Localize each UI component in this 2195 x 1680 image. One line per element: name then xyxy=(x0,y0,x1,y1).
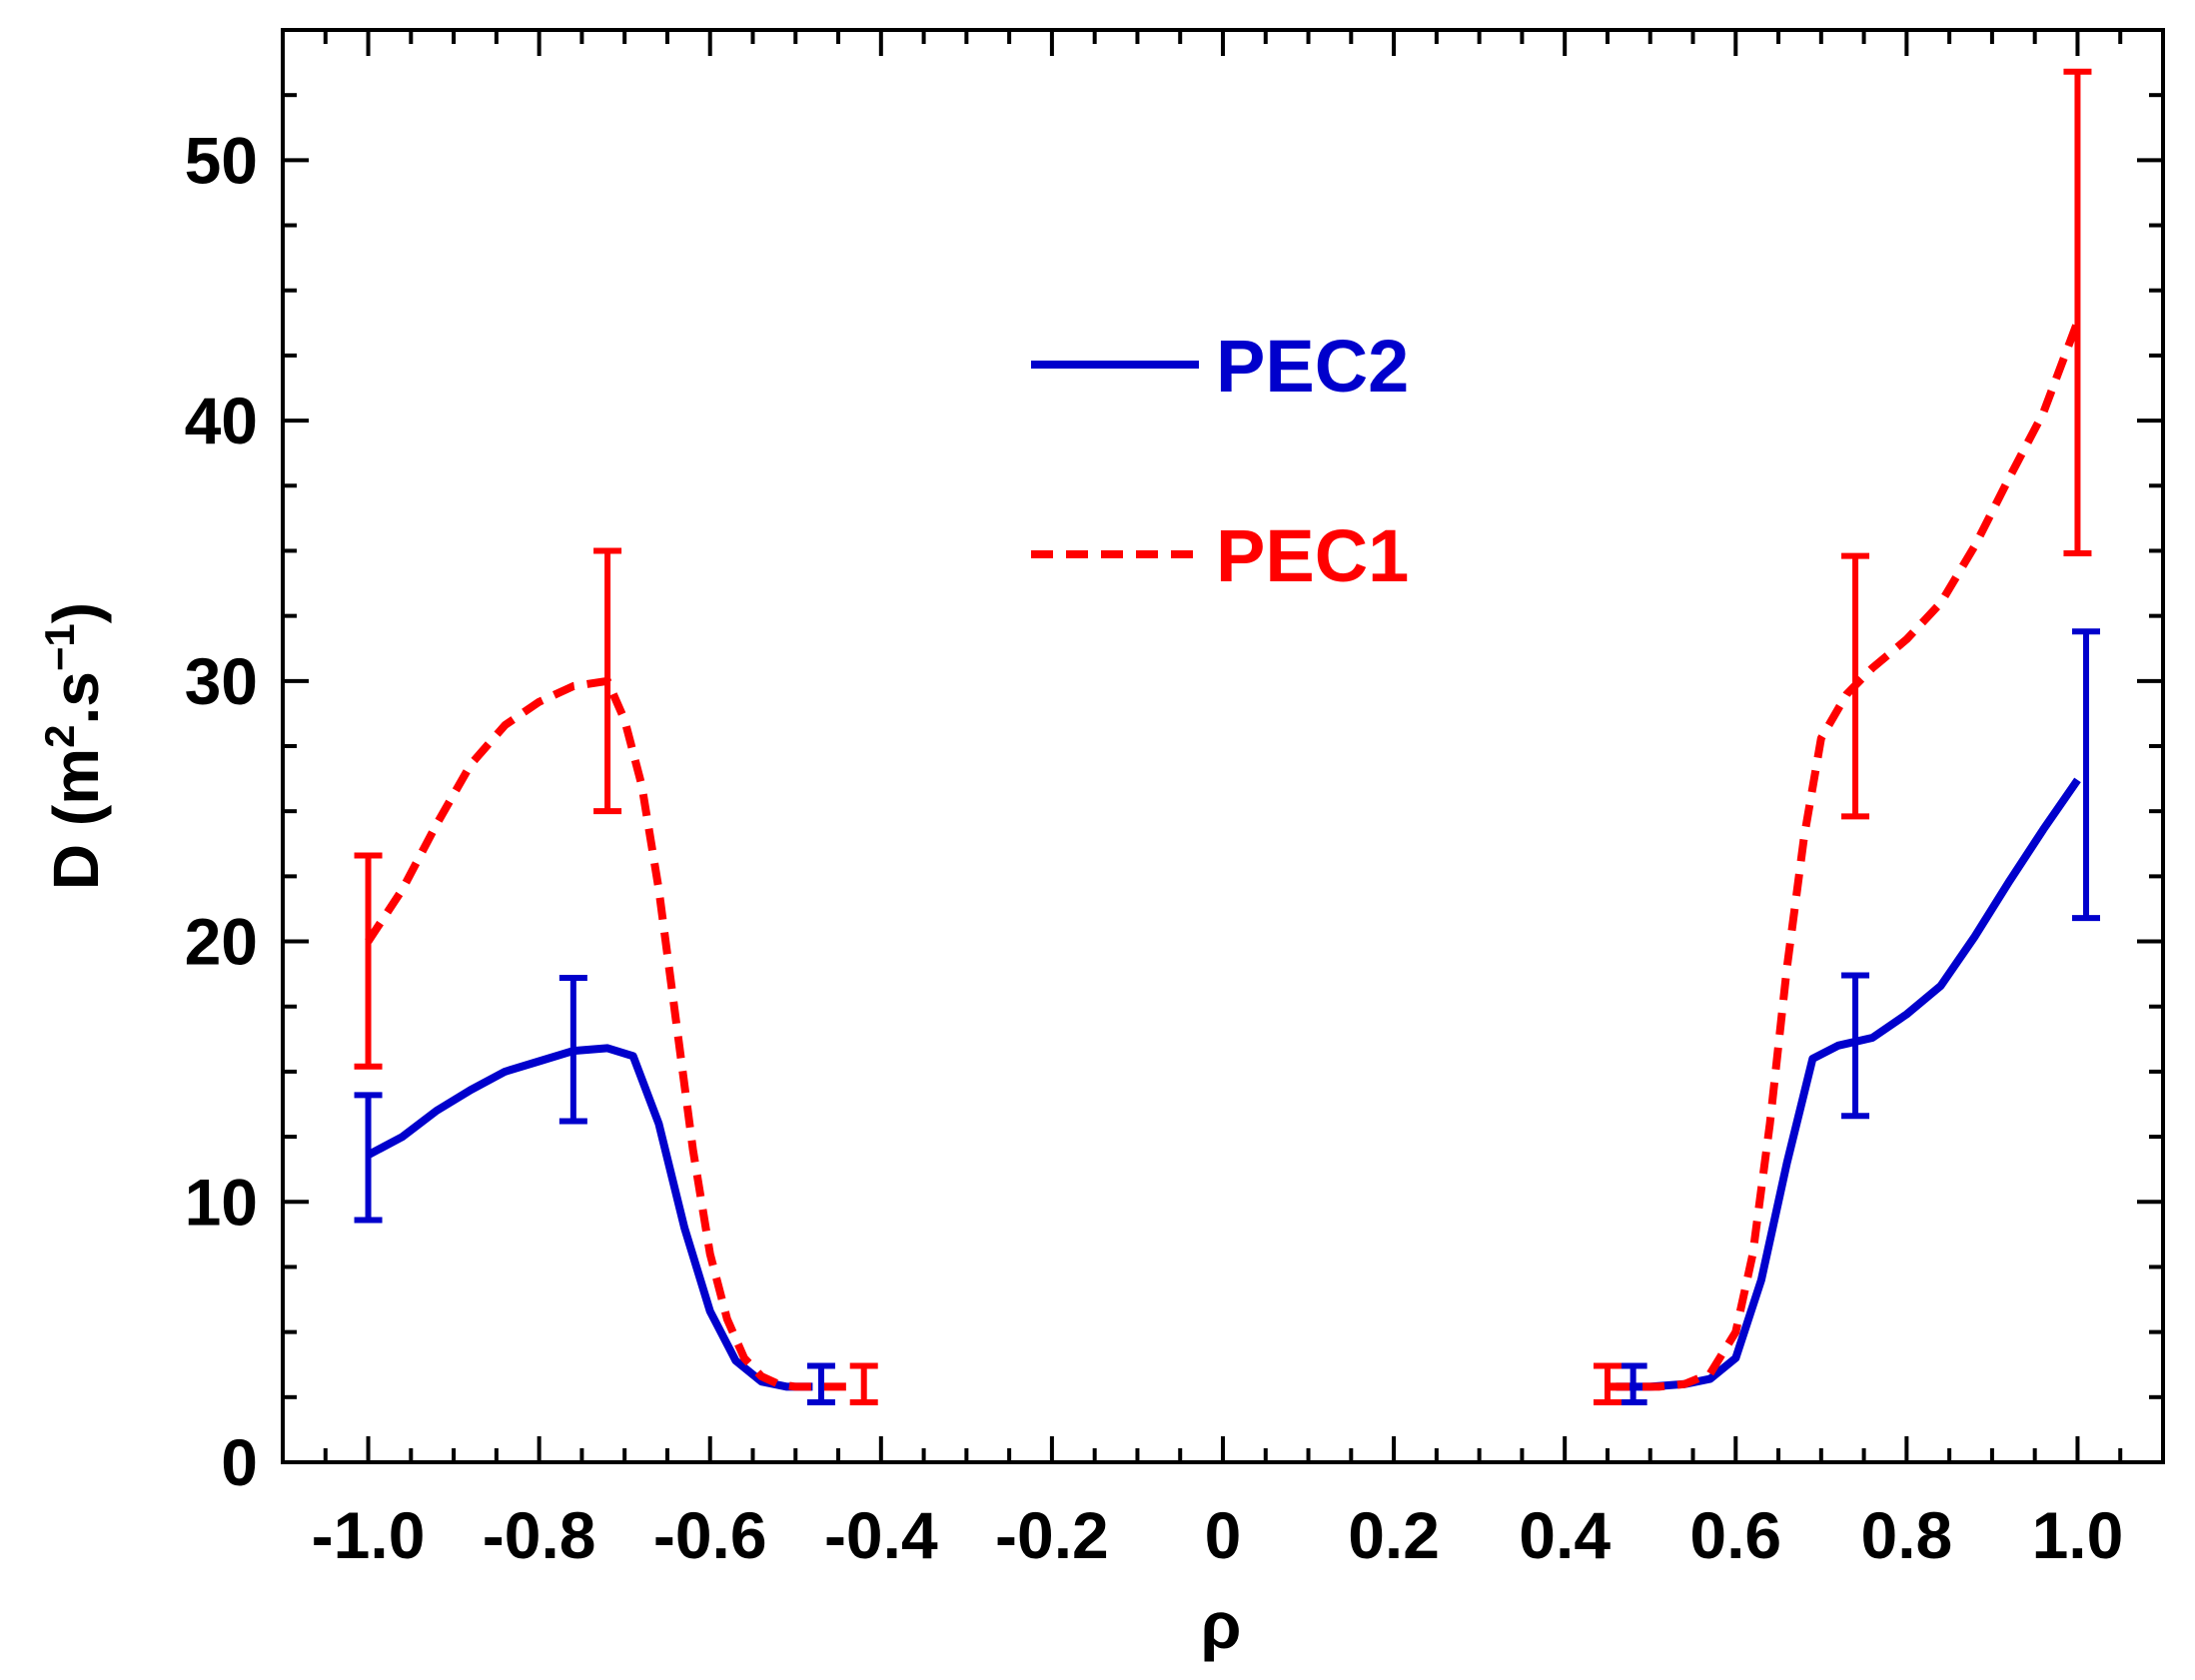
y-axis-label-sup2: −1 xyxy=(36,623,83,671)
legend-label-pec2: PEC2 xyxy=(1216,325,1409,408)
x-axis-label: ρ xyxy=(1201,1588,1242,1662)
x-tick-labels: -1.0 -0.8 -0.6 -0.4 -0.2 0 0.2 0.4 0.6 0.8 1.0 xyxy=(312,1498,2124,1572)
y-tick-label: 50 xyxy=(185,123,258,197)
y-tick-label: 30 xyxy=(185,644,258,718)
y-tick-labels: 0 10 20 30 40 50 xyxy=(185,123,258,1499)
series-layer xyxy=(365,320,2082,1391)
x-tick-label: 0.6 xyxy=(1689,1498,1781,1572)
x-tick-label: -0.2 xyxy=(995,1498,1109,1572)
y-axis-label: D (m2.s−1) xyxy=(36,602,112,890)
legend: PEC2 PEC1 xyxy=(1031,325,1409,597)
series-line-pec1 xyxy=(1608,320,2082,1391)
errorbar-layer xyxy=(354,68,2101,1406)
axis-ticks xyxy=(281,28,2165,1464)
x-tick-label: 1.0 xyxy=(2032,1498,2124,1572)
x-tick-label: -0.4 xyxy=(824,1498,938,1572)
x-tick-label: -1.0 xyxy=(312,1498,426,1572)
x-tick-label: 0.8 xyxy=(1860,1498,1952,1572)
y-tick-label: 40 xyxy=(185,384,258,457)
x-tick-label: -0.8 xyxy=(483,1498,596,1572)
legend-label-pec1: PEC1 xyxy=(1216,514,1409,597)
y-axis-label-end: ) xyxy=(40,602,112,623)
y-axis-label-mid: .s xyxy=(40,671,112,724)
series-line-pec1 xyxy=(365,676,847,1391)
plot-frame xyxy=(281,28,2165,1464)
x-tick-label: 0.2 xyxy=(1348,1498,1440,1572)
series-line-pec2 xyxy=(366,1044,813,1391)
y-axis-label-base: D (m xyxy=(40,748,112,890)
x-tick-label: 0 xyxy=(1205,1498,1242,1572)
x-tick-label: 0.4 xyxy=(1519,1498,1611,1572)
y-tick-label: 10 xyxy=(185,1165,258,1239)
x-tick-label: -0.6 xyxy=(653,1498,767,1572)
y-tick-label: 20 xyxy=(185,905,258,979)
y-tick-label: 0 xyxy=(221,1425,258,1499)
y-axis-label-sup1: 2 xyxy=(36,725,83,748)
series-line-pec2 xyxy=(1616,777,2081,1391)
